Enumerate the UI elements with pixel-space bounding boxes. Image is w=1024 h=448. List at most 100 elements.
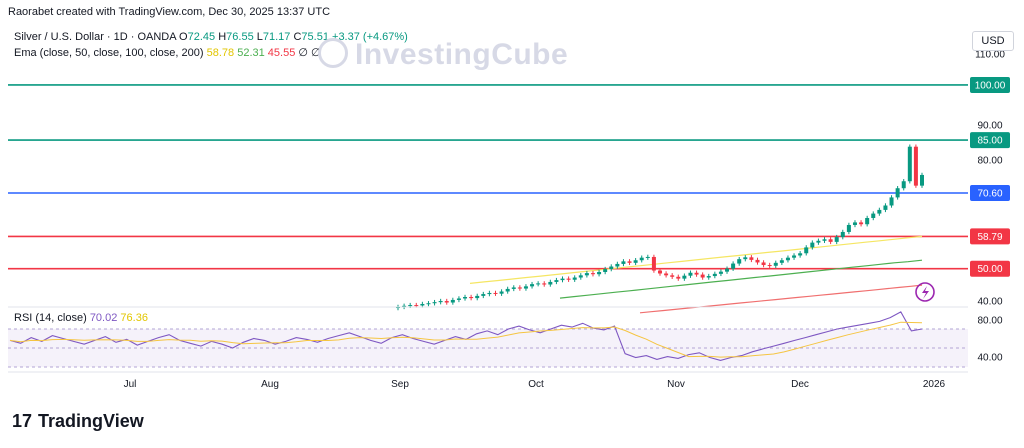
candle-body <box>907 146 912 182</box>
candle-body <box>871 213 876 218</box>
candle-body <box>414 305 419 307</box>
x-tick-label: 2026 <box>923 379 946 390</box>
rsi-info: RSI (14, close) 70.02 76.36 <box>14 312 148 324</box>
candle-body <box>627 261 632 263</box>
candle-body <box>530 284 535 287</box>
rsi-label[interactable]: RSI (14, close) <box>14 312 87 324</box>
candle-body <box>883 205 888 210</box>
candle-body <box>469 297 474 299</box>
candle-body <box>572 277 577 280</box>
candle-body <box>621 261 626 264</box>
level-tag <box>970 132 1010 149</box>
candle-body <box>554 280 559 282</box>
candle-body <box>682 275 687 279</box>
candle-body <box>590 273 595 275</box>
watermark: InvestingCube <box>355 38 569 71</box>
candle-body <box>639 257 644 261</box>
candle-body <box>548 281 553 285</box>
y-tick-label: 110.00 <box>975 50 1005 61</box>
candle-body <box>846 224 851 232</box>
tradingview-logo-icon: 17 <box>12 411 33 431</box>
rsi-value2: 76.36 <box>120 312 148 324</box>
alert-icon[interactable] <box>915 282 935 302</box>
candle-body <box>718 271 723 274</box>
x-tick-label: Nov <box>667 379 685 390</box>
candle-body <box>779 260 784 263</box>
candle-body <box>493 292 498 294</box>
candle-body <box>511 287 516 289</box>
ema50-line <box>469 235 923 284</box>
x-tick-label: Jul <box>124 379 137 390</box>
ema200-value: 45.55 <box>267 47 296 59</box>
candle-body <box>773 262 778 266</box>
candle-body <box>792 255 797 258</box>
currency-button[interactable]: USD <box>972 31 1014 51</box>
candle-body <box>402 305 407 307</box>
ema-lines <box>469 235 923 314</box>
candle-body <box>895 188 900 198</box>
y-tick-label: 40.00 <box>977 297 1002 308</box>
candle-body <box>463 297 468 299</box>
candle-body <box>432 302 437 304</box>
candle-body <box>737 259 742 264</box>
open-label: O <box>179 31 188 43</box>
candle-body <box>578 275 583 278</box>
candle-body <box>810 242 815 248</box>
candle-body <box>798 253 803 256</box>
rsi-tick-label: 80.00 <box>977 316 1002 327</box>
candle-body <box>694 272 699 275</box>
candle-body <box>420 303 425 306</box>
candle-body <box>731 263 736 269</box>
candle-body <box>767 265 772 267</box>
candle-body <box>865 217 870 225</box>
candle-body <box>877 209 882 214</box>
level-tag-label: 85.00 <box>977 136 1002 147</box>
horizontal-levels: 100.00 85.00 70.60 58.79 50.00 <box>8 76 1010 277</box>
level-tag <box>970 76 1010 93</box>
candle-body <box>609 266 614 270</box>
candle-body <box>517 287 522 289</box>
level-tag-label: 58.79 <box>977 232 1002 243</box>
candle-body <box>901 181 906 189</box>
candle-body <box>852 222 857 225</box>
candle-body <box>523 286 528 289</box>
candle-body <box>658 270 662 274</box>
candle-body <box>828 239 833 242</box>
change-value: +3.37 (+4.67%) <box>332 31 408 43</box>
high-value: 76.55 <box>226 31 254 43</box>
rsi-pane: 80.00 40.00 <box>8 306 1003 368</box>
close-label: C <box>293 31 302 43</box>
candle-body <box>566 278 571 280</box>
close-value: 75.51 <box>301 31 329 43</box>
open-value: 72.45 <box>187 31 216 43</box>
x-tick-label: Sep <box>391 379 409 390</box>
ema-label[interactable]: Ema (close, 50, close, 100, close, 200) <box>14 47 204 59</box>
ema-extra2: ∅ <box>311 47 321 59</box>
x-tick-label: Aug <box>261 379 279 390</box>
symbol-name[interactable]: Silver / U.S. Dollar · 1D · OANDA <box>14 31 176 43</box>
candle-body <box>438 301 443 303</box>
x-tick-label: Dec <box>791 379 809 390</box>
candle-body <box>700 274 705 278</box>
tradingview-name: TradingView <box>38 411 144 431</box>
level-tag <box>970 185 1010 201</box>
ema200-line <box>639 284 923 314</box>
candle-body <box>920 174 924 186</box>
tradingview-brand[interactable]: 17 TradingView <box>12 411 144 432</box>
rsi-tick-label: 40.00 <box>977 353 1002 364</box>
alert-icon-bolt <box>922 286 929 299</box>
candle-body <box>542 283 547 285</box>
candle-body <box>645 256 650 258</box>
candles <box>396 144 924 311</box>
x-tick-label: Oct <box>528 379 544 390</box>
level-tag <box>970 260 1010 277</box>
rsi-value1: 70.02 <box>89 312 118 324</box>
candle-body <box>487 292 492 295</box>
candle-body <box>408 305 413 307</box>
ema100-value: 52.31 <box>237 47 265 59</box>
candle-body <box>822 239 827 241</box>
candle-body <box>651 256 656 271</box>
candle-body <box>859 222 864 225</box>
candle-body <box>804 247 809 254</box>
